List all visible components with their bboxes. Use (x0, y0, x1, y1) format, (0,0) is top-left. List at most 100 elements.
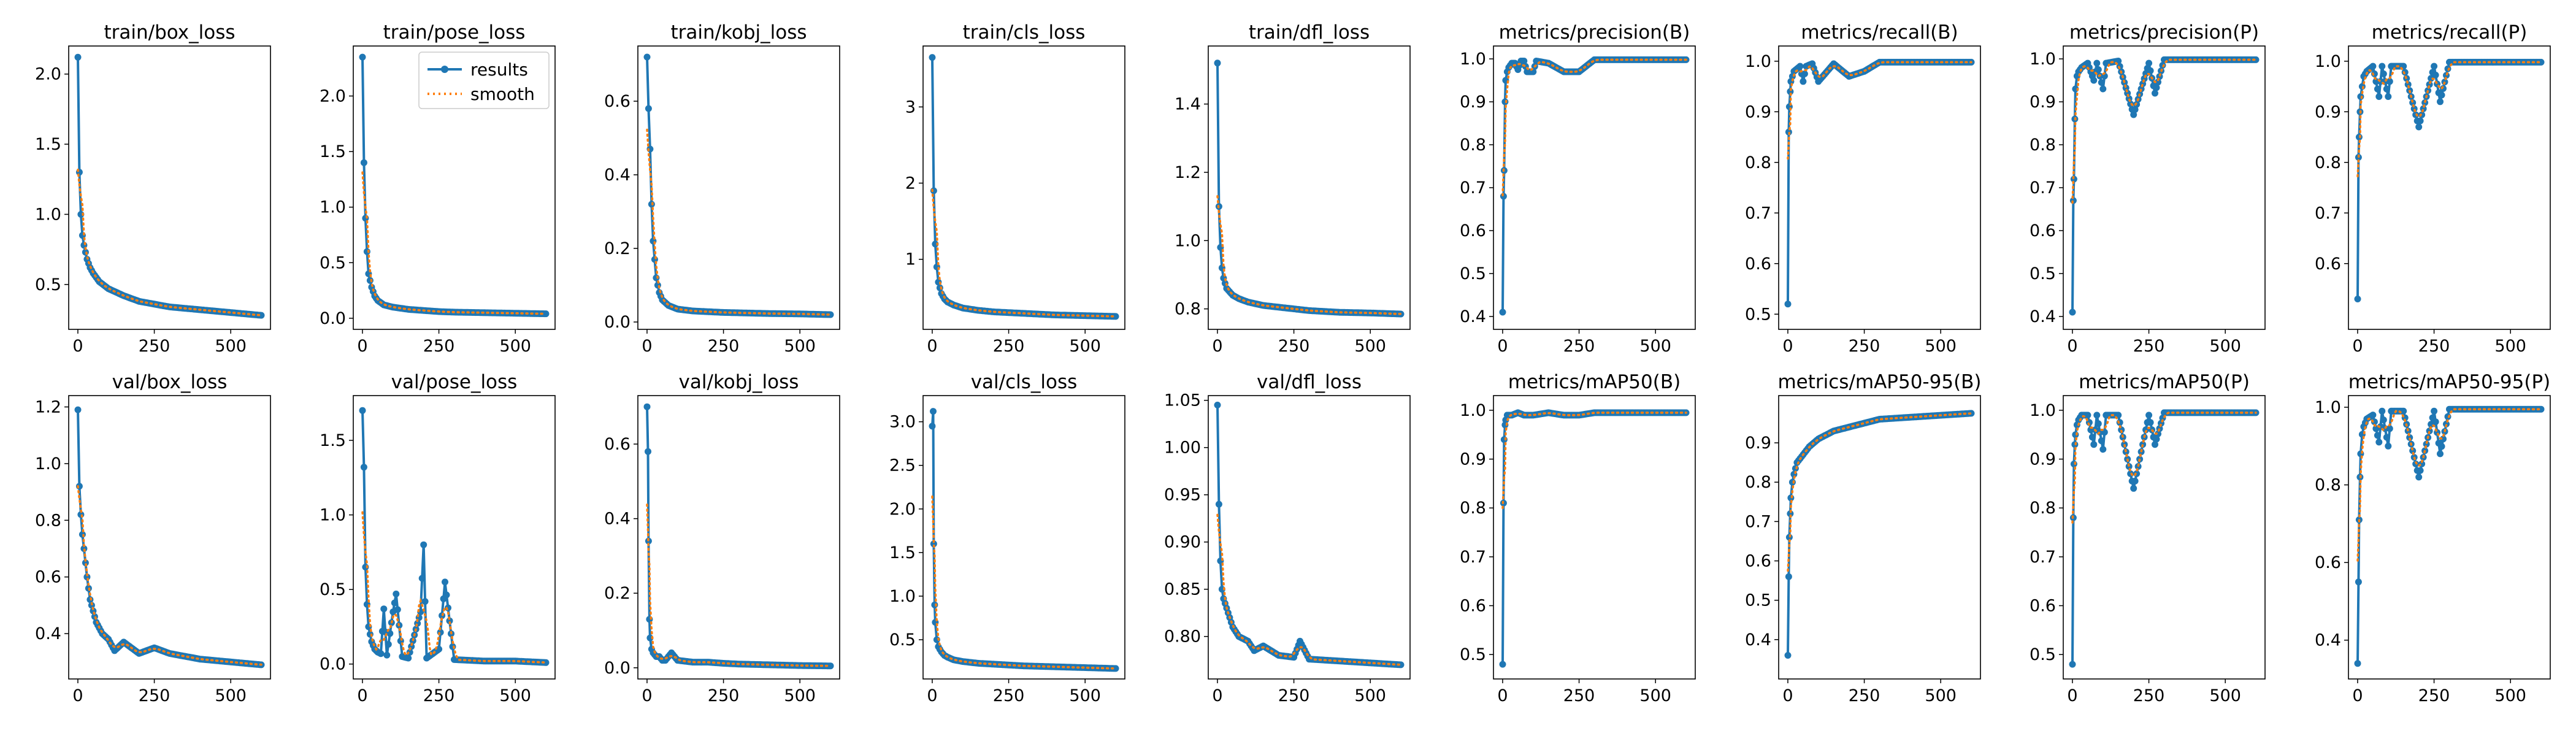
smooth-line (931, 495, 1117, 670)
smooth-line (361, 171, 547, 315)
data-point (1499, 309, 1506, 316)
y-tick-label: 0.5 (35, 275, 61, 294)
x-tick-label: 500 (1639, 686, 1671, 705)
x-tick-label: 0 (2067, 686, 2077, 705)
data-point (936, 284, 943, 291)
y-tick-label: 0.9 (1745, 434, 1771, 453)
data-point (2438, 91, 2445, 99)
y-tick-label: 0.7 (1460, 548, 1486, 567)
y-tick-label: 0.6 (1460, 597, 1486, 616)
y-tick-label: 0.6 (2315, 255, 2341, 274)
data-point (930, 408, 937, 415)
y-tick-label: 1.0 (1460, 401, 1486, 420)
data-point (2374, 432, 2381, 439)
y-tick-label: 1.0 (2315, 52, 2341, 71)
y-tick-label: 1.0 (1460, 50, 1486, 69)
chart-train-pose-loss: train/pose_loss 0.0 0.5 1.0 1.5 2.0 0 250 500 (320, 21, 556, 356)
legend-results-label: results (470, 59, 528, 80)
axes-frame (1778, 395, 1981, 680)
y-tick-label: 0.4 (1745, 631, 1771, 650)
smooth-line (2071, 412, 2257, 524)
x-tick-label: 0 (357, 686, 367, 705)
x-tick-label: 250 (1278, 686, 1310, 705)
data-point (2537, 58, 2545, 66)
y-tick-label: 0.7 (1745, 512, 1771, 531)
x-tick-label: 500 (1639, 337, 1671, 356)
y-tick-label: 0.5 (320, 253, 346, 272)
data-point (383, 651, 391, 659)
data-point (2537, 405, 2545, 413)
data-point (2153, 435, 2160, 443)
chart-title: val/cls_loss (971, 371, 1078, 393)
y-tick-label: 0.8 (2315, 153, 2341, 172)
axes-frame (1778, 45, 1981, 330)
axes-frame (2063, 395, 2266, 680)
x-tick-label: 250 (1849, 337, 1880, 356)
data-point (2440, 85, 2447, 92)
data-point (542, 659, 550, 666)
y-tick-label: 0.8 (2030, 499, 2056, 518)
y-tick-label: 0.6 (35, 568, 61, 587)
chart-title: val/kobj_loss (679, 371, 799, 393)
y-tick-label: 1.0 (35, 454, 61, 473)
data-point (1112, 313, 1119, 320)
x-tick-label: 500 (2494, 337, 2526, 356)
smooth-line (1216, 513, 1402, 666)
smooth-line (2356, 408, 2542, 562)
data-point (645, 105, 652, 112)
y-tick-label: 0.5 (1745, 591, 1771, 610)
data-point (1784, 301, 1792, 308)
data-point (2380, 416, 2387, 424)
data-point (827, 662, 834, 670)
x-tick-label: 500 (1925, 686, 1957, 705)
y-tick-label: 0.9 (2030, 93, 2056, 112)
data-point (74, 53, 82, 61)
y-tick-label: 0.5 (320, 580, 346, 599)
x-tick-label: 0 (2352, 686, 2363, 705)
data-point (2155, 79, 2161, 86)
x-tick-label: 0 (2067, 337, 2077, 356)
y-tick-label: 0.6 (1745, 552, 1771, 571)
data-point (2252, 56, 2260, 63)
data-point (359, 407, 366, 414)
x-tick-label: 0 (1497, 337, 1508, 356)
data-point (1112, 665, 1119, 672)
data-point (385, 641, 392, 648)
x-tick-label: 250 (2418, 686, 2450, 705)
data-point (2145, 59, 2153, 67)
chart-title: metrics/precision(B) (1499, 21, 1690, 44)
data-point (2153, 84, 2160, 91)
data-point (1520, 58, 1528, 64)
data-point (2374, 85, 2381, 93)
chart-title: metrics/mAP50(B) (1508, 371, 1681, 393)
x-tick-label: 0 (1212, 337, 1222, 356)
data-point (2072, 431, 2079, 439)
data-point (2417, 467, 2424, 474)
data-point (82, 559, 89, 567)
x-tick-label: 0 (357, 337, 367, 356)
axes-frame (1208, 45, 1411, 330)
data-point (2354, 296, 2361, 302)
data-point (2415, 123, 2423, 131)
y-tick-label: 0.9 (1745, 102, 1771, 121)
data-point (930, 540, 937, 548)
data-point (2431, 407, 2438, 415)
axes-frame (353, 45, 556, 330)
data-point (1787, 510, 1794, 517)
smooth-line (1501, 58, 1687, 197)
x-tick-label: 500 (2494, 686, 2526, 705)
data-point (366, 277, 374, 284)
y-tick-label: 0.5 (1460, 264, 1486, 283)
x-tick-label: 500 (2209, 686, 2241, 705)
data-point (2130, 485, 2137, 492)
data-point (2431, 63, 2438, 70)
data-point (2404, 81, 2412, 88)
data-point (2069, 309, 2076, 316)
x-tick-label: 0 (642, 686, 652, 705)
y-tick-label: 0.8 (1460, 136, 1486, 155)
data-point (2099, 85, 2107, 93)
chart-title: train/pose_loss (383, 21, 526, 44)
y-tick-label: 0.0 (320, 655, 346, 674)
data-point (1785, 103, 1793, 110)
legend: results smooth (418, 52, 550, 109)
